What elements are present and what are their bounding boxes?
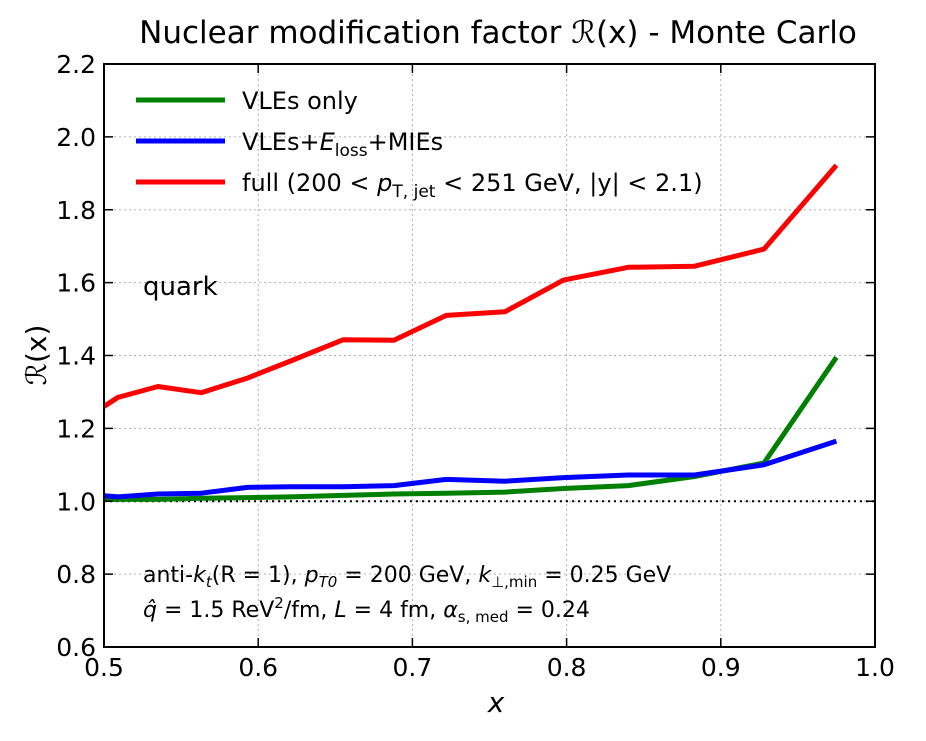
series-line-vles-eloss-mies [103, 438, 838, 500]
y-tick-label: 2.2 [56, 50, 96, 79]
x-tick-label: 0.8 [547, 653, 587, 682]
chart-title: Nuclear modification factor ℛ(x) - Monte… [139, 15, 857, 51]
series-line-full [102, 163, 839, 409]
legend-label-vles-only: VLEs only [242, 87, 358, 115]
x-tick-label: 1.0 [855, 653, 895, 682]
series-line-vles-only [104, 355, 839, 502]
ticks [103, 63, 876, 648]
y-tick-label: 0.6 [56, 633, 96, 662]
x-tick-label: 0.5 [84, 653, 124, 682]
legend-label-full: full (200 < pT, jet < 251 GeV, |y| < 2.1… [242, 169, 703, 202]
tick-labels: 0.5 0.6 0.7 0.8 0.9 1.00.60.81.01.21.41.61.82… [56, 50, 895, 682]
legend: VLEs only VLEs+Eloss+MIEs full (200 < pT… [136, 87, 703, 202]
grid [104, 64, 875, 647]
y-axis-label: ℛ(x) [20, 325, 53, 386]
x-tick-label: 0.9 [701, 653, 741, 682]
series-layer [102, 163, 839, 502]
annotation-params-line2: q̂ = 1.5 ReV2/fm, L = 4 fm, αs, med = 0.… [143, 594, 590, 626]
y-tick-label: 1.4 [56, 342, 96, 371]
y-tick-label: 2.0 [56, 123, 96, 152]
y-tick-label: 1.6 [56, 269, 96, 298]
x-tick-label: 0.6 [238, 653, 278, 682]
annotation-params-line1: anti-kt(R = 1), pT0 = 200 GeV, k⊥,min = … [143, 563, 671, 591]
x-axis-label: x [487, 686, 505, 719]
legend-label-vles-eloss-mies: VLEs+Eloss+MIEs [242, 128, 443, 161]
x-tick-label: 0.7 [393, 653, 433, 682]
y-tick-label: 1.8 [56, 196, 96, 225]
y-tick-label: 1.2 [56, 414, 96, 443]
y-tick-label: 0.8 [56, 560, 96, 589]
annotation-quark: quark [143, 272, 218, 302]
y-tick-label: 1.0 [56, 487, 96, 516]
